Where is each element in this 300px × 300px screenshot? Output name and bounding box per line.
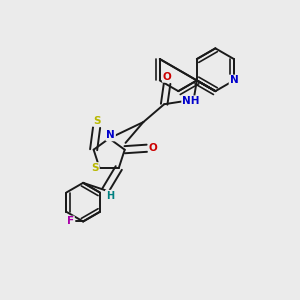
- Text: N: N: [106, 130, 115, 140]
- Text: N: N: [230, 76, 238, 85]
- Text: NH: NH: [182, 96, 200, 106]
- Text: S: S: [92, 163, 99, 173]
- Text: O: O: [163, 72, 172, 82]
- Text: O: O: [148, 143, 157, 153]
- Text: H: H: [106, 190, 114, 201]
- Text: S: S: [93, 116, 100, 126]
- Text: F: F: [67, 217, 74, 226]
